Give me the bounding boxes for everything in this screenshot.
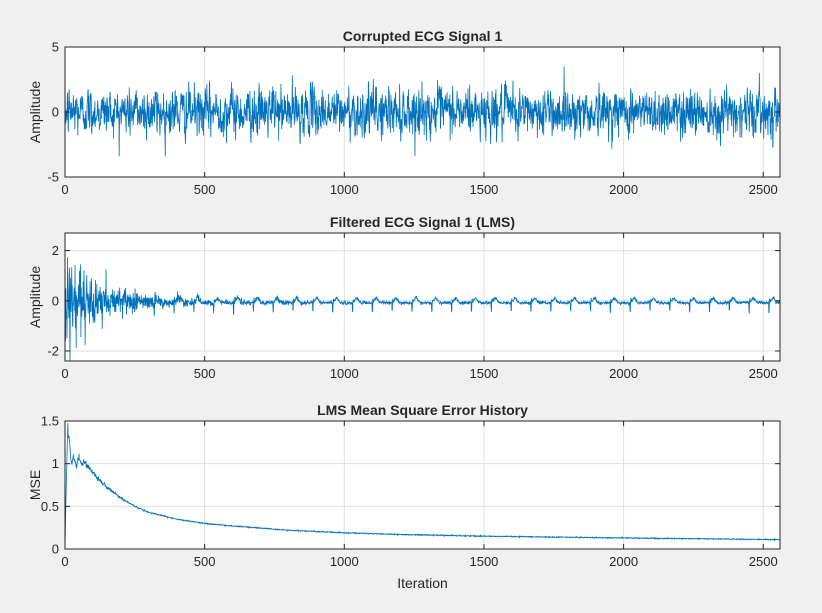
y-axis-label: Amplitude bbox=[27, 81, 43, 143]
y-tick-label: -5 bbox=[47, 170, 59, 185]
x-tick-label: 1500 bbox=[469, 182, 498, 197]
x-tick-label: 2000 bbox=[609, 554, 638, 569]
x-tick-label: 2500 bbox=[749, 366, 778, 381]
y-axis-label: MSE bbox=[27, 470, 43, 500]
x-tick-label: 2000 bbox=[609, 182, 638, 197]
chart-title: Corrupted ECG Signal 1 bbox=[343, 28, 503, 44]
y-tick-label: 0 bbox=[52, 293, 59, 308]
x-tick-label: 1500 bbox=[469, 366, 498, 381]
x-tick-label: 1000 bbox=[330, 554, 359, 569]
x-tick-label: 1000 bbox=[330, 182, 359, 197]
y-tick-label: 2 bbox=[52, 243, 59, 258]
series-line bbox=[65, 257, 780, 361]
chart-title: LMS Mean Square Error History bbox=[317, 402, 528, 418]
x-tick-label: 2000 bbox=[609, 366, 638, 381]
x-axis-label: Iteration bbox=[397, 575, 448, 591]
y-tick-label: 5 bbox=[52, 40, 59, 55]
x-tick-label: 0 bbox=[61, 366, 68, 381]
x-tick-label: 1000 bbox=[330, 366, 359, 381]
y-axis-label: Amplitude bbox=[27, 266, 43, 328]
y-tick-label: 0.5 bbox=[41, 499, 59, 514]
subplot-3: 0 500 1000 1500 2000 2500 0 0.5 1 1.5 LMS Mean Squ… bbox=[27, 402, 781, 591]
x-tick-label: 2500 bbox=[749, 182, 778, 197]
x-tick-label: 500 bbox=[194, 366, 216, 381]
y-tick-label: 0 bbox=[52, 542, 59, 557]
chart-title: Filtered ECG Signal 1 (LMS) bbox=[330, 214, 515, 230]
y-tick-label: 0 bbox=[52, 105, 59, 120]
x-tick-label: 2500 bbox=[749, 554, 778, 569]
axes-background bbox=[65, 233, 780, 361]
y-tick-label: 1 bbox=[52, 456, 59, 471]
x-tick-label: 500 bbox=[194, 554, 216, 569]
y-tick-label: 1.5 bbox=[41, 414, 59, 429]
x-tick-label: 0 bbox=[61, 554, 68, 569]
y-tick-label: -2 bbox=[47, 343, 59, 358]
series-line bbox=[65, 66, 780, 157]
x-tick-label: 1500 bbox=[469, 554, 498, 569]
x-tick-label: 0 bbox=[61, 182, 68, 197]
x-tick-label: 500 bbox=[194, 182, 216, 197]
axes-box bbox=[64, 232, 781, 362]
axes-background bbox=[65, 421, 780, 549]
axes-box bbox=[64, 420, 781, 550]
series-line bbox=[65, 423, 780, 549]
